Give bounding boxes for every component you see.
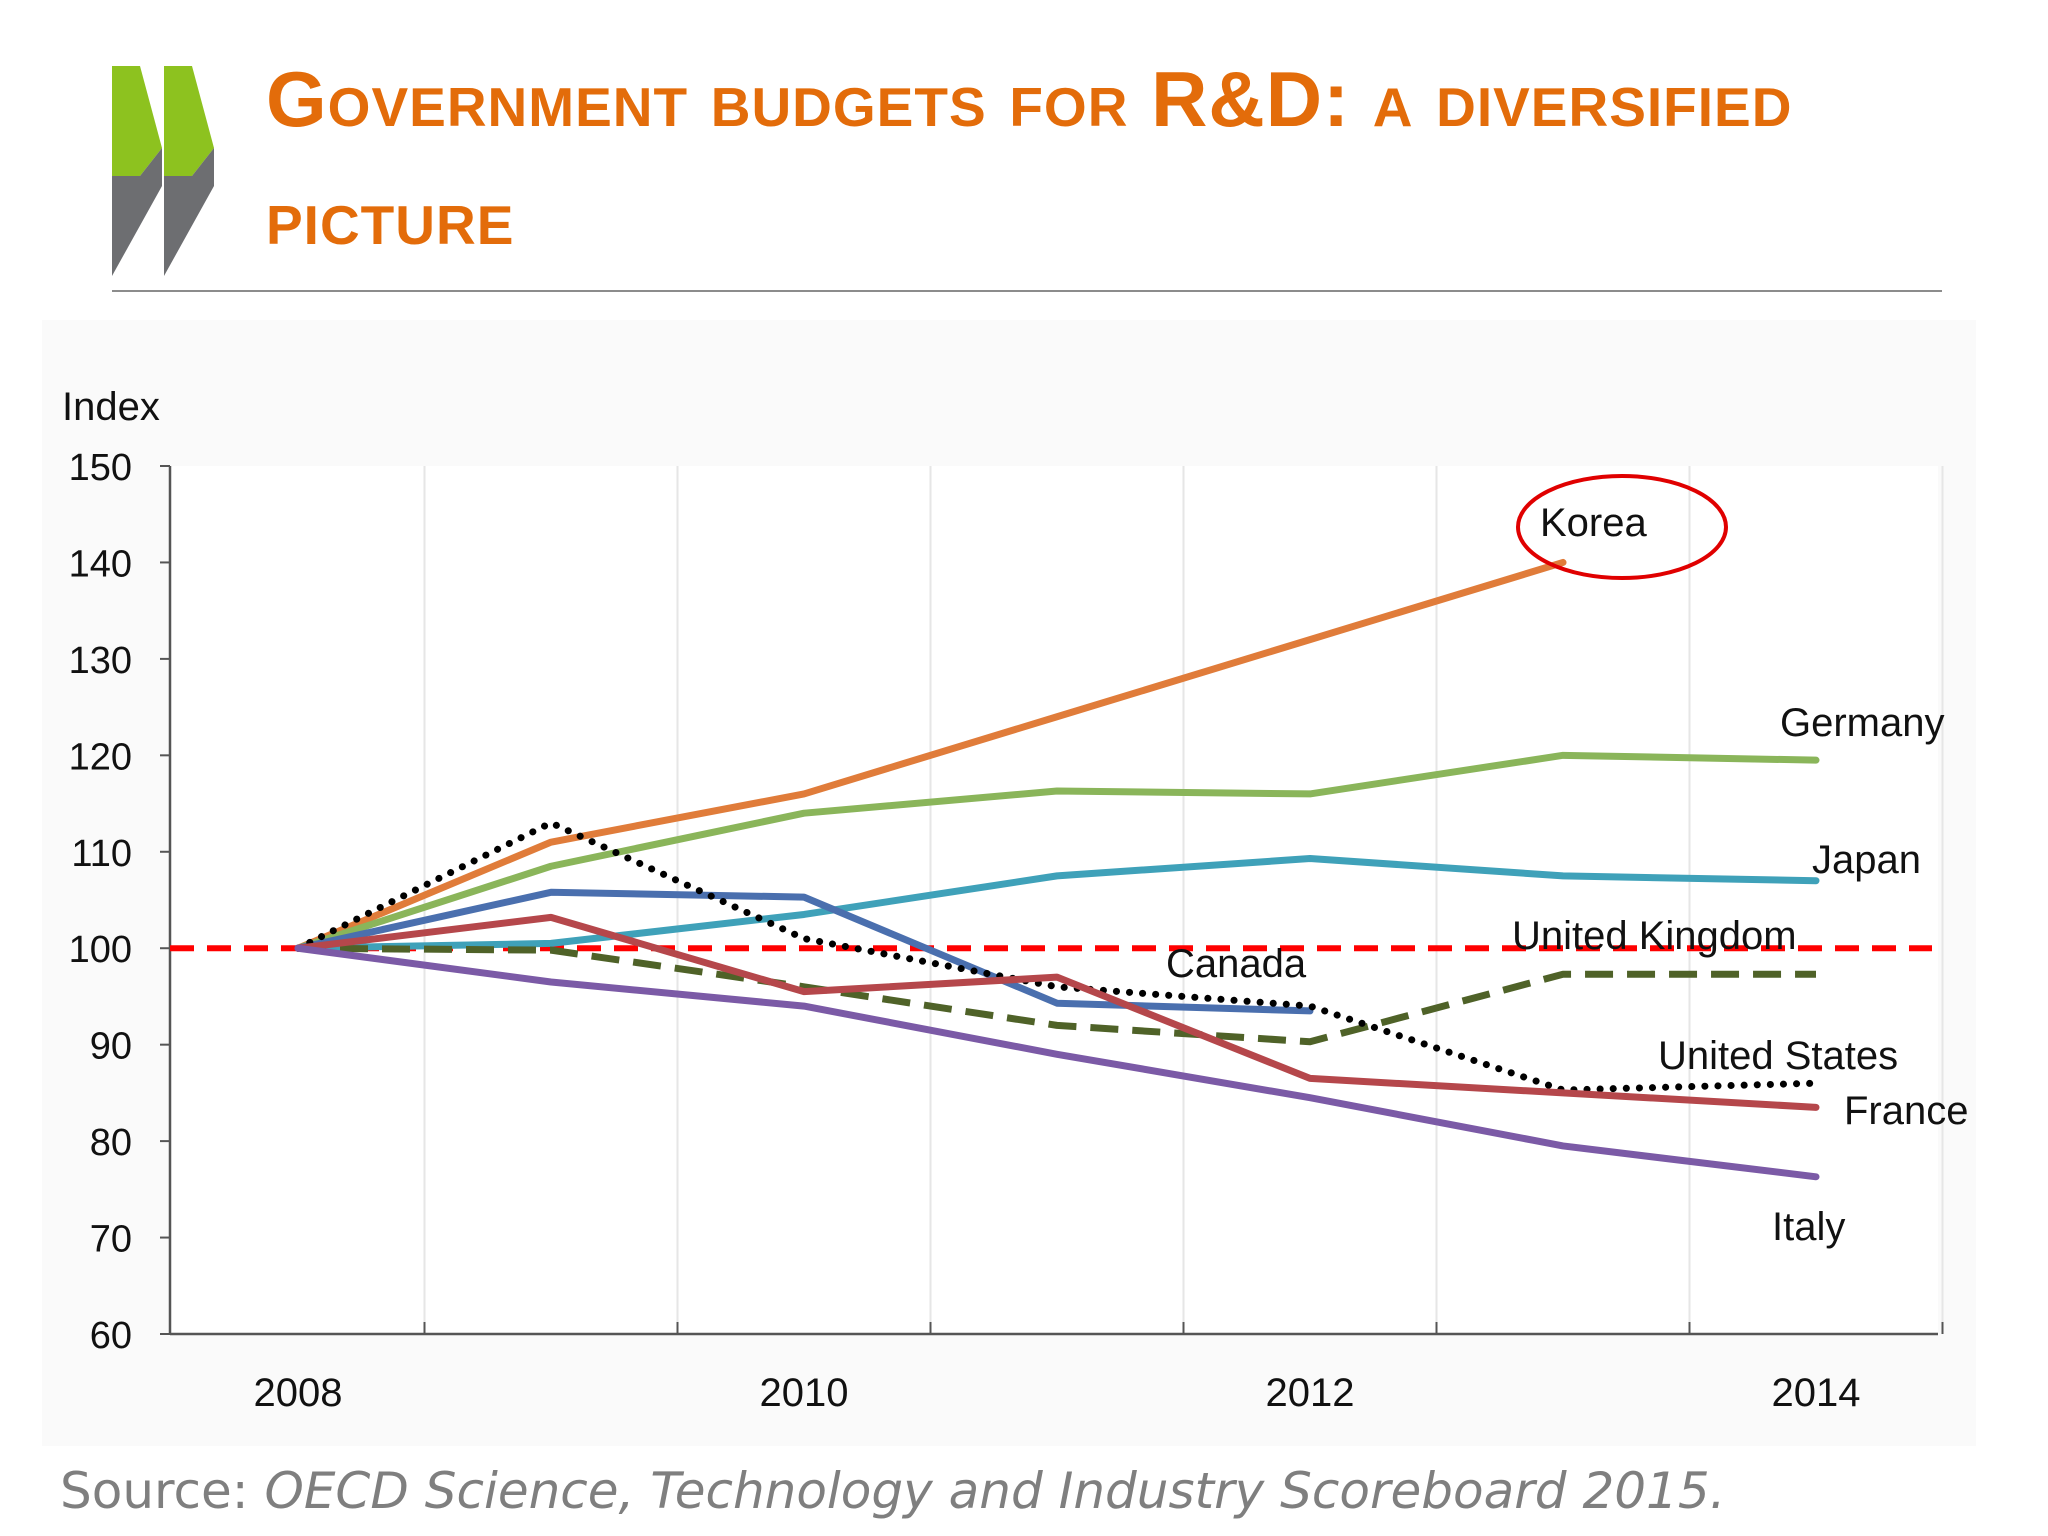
annotations (1516, 474, 1728, 580)
korea-highlight-circle (1516, 474, 1728, 580)
series-label-united-kingdom: United Kingdom (1512, 914, 1797, 958)
series-label-united-states: United States (1658, 1034, 1898, 1078)
series-line-italy (294, 944, 1820, 1181)
series-line-korea (294, 558, 1567, 952)
x-tick-label: 2012 (1266, 1371, 1355, 1415)
series-label-germany: Germany (1780, 701, 1945, 745)
y-tick-label: 140 (69, 543, 132, 585)
x-tick-label: 2010 (760, 1371, 849, 1415)
plot-area (170, 466, 1938, 1334)
y-axis-title: Index (62, 385, 160, 429)
y-tick-label: 90 (90, 1026, 132, 1068)
gridlines (423, 466, 1944, 1334)
series-line-france (294, 913, 1820, 1111)
y-tick-label: 70 (90, 1219, 132, 1261)
source-prefix: Source: (60, 1462, 265, 1520)
series-line-canada (294, 888, 1314, 1015)
series-label-canada: Canada (1166, 942, 1307, 986)
oecd-chevrons-logo-icon (112, 66, 214, 276)
y-tick-label: 110 (71, 833, 132, 875)
y-tick-label: 80 (90, 1122, 132, 1164)
slide-title: Government budgets for R&D: a diversifie… (266, 55, 1793, 261)
series-labels: Korea Germany Japan Canada United Kingdom Uni… (1166, 501, 1969, 1249)
source-text: OECD Science, Technology and Industry Sc… (264, 1462, 1726, 1520)
y-tick-label: 130 (69, 640, 132, 682)
source-note: Source: OECD Science, Technology and Ind… (60, 1462, 1726, 1520)
y-tick-label: 120 (69, 736, 132, 778)
x-tick-label: 2008 (254, 1371, 343, 1415)
y-tick-label: 100 (69, 929, 132, 971)
axes: 60 70 80 90 100 110 120 130 140 150 Index 2008 2010 2… (62, 385, 1944, 1415)
y-tick-label: 60 (90, 1315, 132, 1357)
series-label-france: France (1844, 1089, 1969, 1133)
series-lines (294, 558, 1820, 1181)
y-tick-label: 150 (69, 447, 132, 489)
series-label-italy: Italy (1772, 1205, 1845, 1249)
series-line-united-kingdom (297, 944, 1816, 1046)
series-line-japan (294, 855, 1820, 952)
line-chart: 60 70 80 90 100 110 120 130 140 150 Index 2008 2010 2… (62, 385, 1969, 1415)
series-line-germany (294, 751, 1820, 952)
series-label-korea: Korea (1540, 501, 1647, 545)
title-divider (112, 290, 1942, 292)
series-label-japan: Japan (1812, 838, 1921, 882)
x-tick-label: 2014 (1772, 1371, 1861, 1415)
